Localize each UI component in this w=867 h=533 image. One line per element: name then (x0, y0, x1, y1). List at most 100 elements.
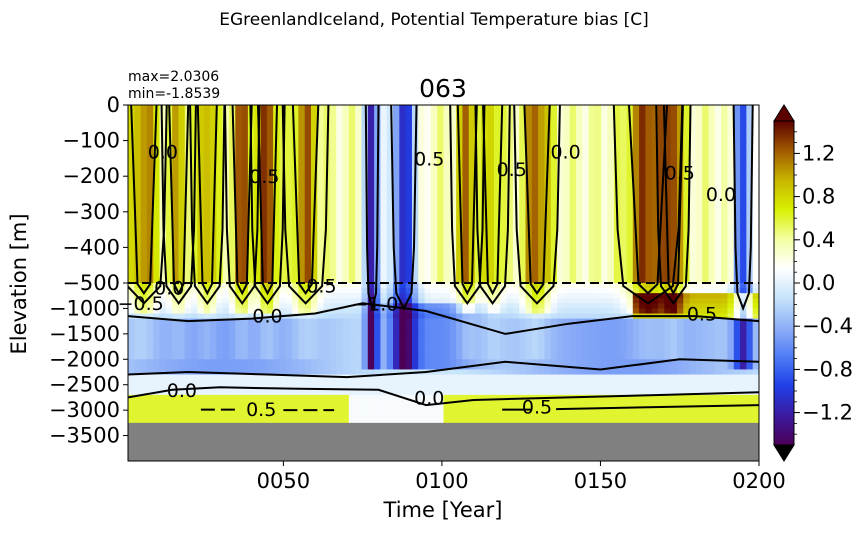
heatmap-cell (620, 344, 628, 350)
heatmap-cell (683, 384, 691, 396)
heatmap-cell (361, 344, 369, 350)
heatmap-cell (607, 283, 615, 289)
heatmap-cell (361, 349, 369, 355)
heatmap-cell (664, 298, 672, 304)
heatmap-cell (424, 298, 432, 304)
heatmap-cell (676, 283, 684, 289)
heatmap-cell (254, 308, 262, 315)
heatmap-cell (228, 328, 236, 335)
heatmap-cell (285, 288, 293, 294)
heatmap-cell (399, 354, 407, 360)
heatmap-cell (405, 364, 413, 371)
heatmap-cell (613, 359, 621, 365)
heatmap-cell (424, 318, 432, 325)
heatmap-cell (241, 318, 249, 325)
heatmap-cell (348, 176, 356, 195)
heatmap-cell (676, 288, 684, 294)
heatmap-cell (172, 131, 180, 142)
heatmap-cell (658, 122, 665, 133)
heatmap-cell (178, 211, 186, 231)
heatmap-cell (626, 293, 634, 299)
heatmap-cell (128, 374, 135, 386)
heatmap-cell (601, 308, 609, 315)
heatmap-cell (670, 359, 678, 365)
heatmap-cell (658, 374, 665, 386)
heatmap-cell (216, 298, 224, 304)
heatmap-cell (676, 344, 684, 350)
heatmap-cell (273, 328, 281, 335)
heatmap-cell (588, 247, 596, 266)
contour-warm-column (523, 105, 551, 295)
heatmap-cell (689, 338, 697, 345)
heatmap-cell (468, 384, 476, 396)
heatmap-cell (487, 364, 495, 371)
heatmap-cell (456, 354, 464, 360)
heatmap-cell (134, 194, 142, 213)
heatmap-cell (550, 247, 558, 266)
heatmap-cell (714, 328, 722, 335)
heatmap-cell (512, 333, 520, 340)
heatmap-cell (399, 333, 407, 340)
heatmap-cell (487, 265, 495, 284)
heatmap-cell (355, 247, 363, 266)
heatmap-cell (639, 384, 647, 396)
heatmap-cell (569, 344, 577, 350)
heatmap-cell (695, 131, 703, 142)
heatmap-cell (588, 265, 596, 284)
heatmap-cell (361, 394, 369, 404)
heatmap-cell (538, 131, 546, 142)
heatmap-cell (740, 374, 747, 386)
contour-label: 0.5 (246, 399, 276, 421)
heatmap-cell (645, 229, 653, 248)
heatmap-cell (424, 384, 432, 396)
heatmap-cell (506, 194, 514, 213)
heatmap-cell (607, 323, 615, 330)
heatmap-cell (323, 328, 331, 335)
heatmap-cell (241, 140, 249, 159)
heatmap-cell (317, 298, 325, 304)
heatmap-cell (437, 344, 445, 350)
heatmap-cell (172, 333, 180, 340)
heatmap-cell (317, 369, 325, 376)
heatmap-cell (708, 354, 716, 360)
heatmap-cell (430, 122, 438, 133)
heatmap-cell (708, 318, 716, 325)
heatmap-cell (203, 359, 211, 365)
heatmap-cell (298, 303, 306, 310)
heatmap-cell (569, 354, 577, 360)
heatmap-cell (260, 293, 268, 299)
heatmap-cell (550, 354, 558, 360)
heatmap-cell (292, 323, 299, 330)
heatmap-cell (399, 176, 407, 195)
heatmap-cell (329, 247, 337, 266)
heatmap-cell (266, 374, 274, 386)
heatmap-cell (588, 369, 596, 376)
heatmap-cell (493, 176, 501, 195)
heatmap-cell (254, 344, 262, 350)
heatmap-cell (418, 402, 426, 411)
heatmap-cell (740, 364, 747, 371)
heatmap-cell (664, 349, 672, 355)
heatmap-cell (538, 323, 546, 330)
heatmap-cell (260, 105, 268, 115)
heatmap-cell (531, 194, 539, 213)
heatmap-cell (165, 283, 173, 289)
heatmap-cell (733, 308, 741, 315)
heatmap-cell (746, 349, 754, 355)
heatmap-cell (613, 318, 621, 325)
heatmap-cell (437, 122, 445, 133)
heatmap-cell (456, 333, 464, 340)
heatmap-cell (538, 384, 546, 396)
heatmap-cell (298, 194, 306, 213)
heatmap-cell (228, 359, 236, 365)
heatmap-cell (620, 338, 628, 345)
heatmap-cell (235, 229, 243, 248)
heatmap-cell (443, 359, 451, 365)
heatmap-cell (437, 354, 445, 360)
heatmap-cell (437, 333, 445, 340)
heatmap-cell (607, 369, 615, 376)
heatmap-cell (128, 298, 135, 304)
heatmap-cell (607, 265, 615, 284)
heatmap-cell (632, 122, 640, 133)
heatmap-cell (411, 349, 419, 355)
